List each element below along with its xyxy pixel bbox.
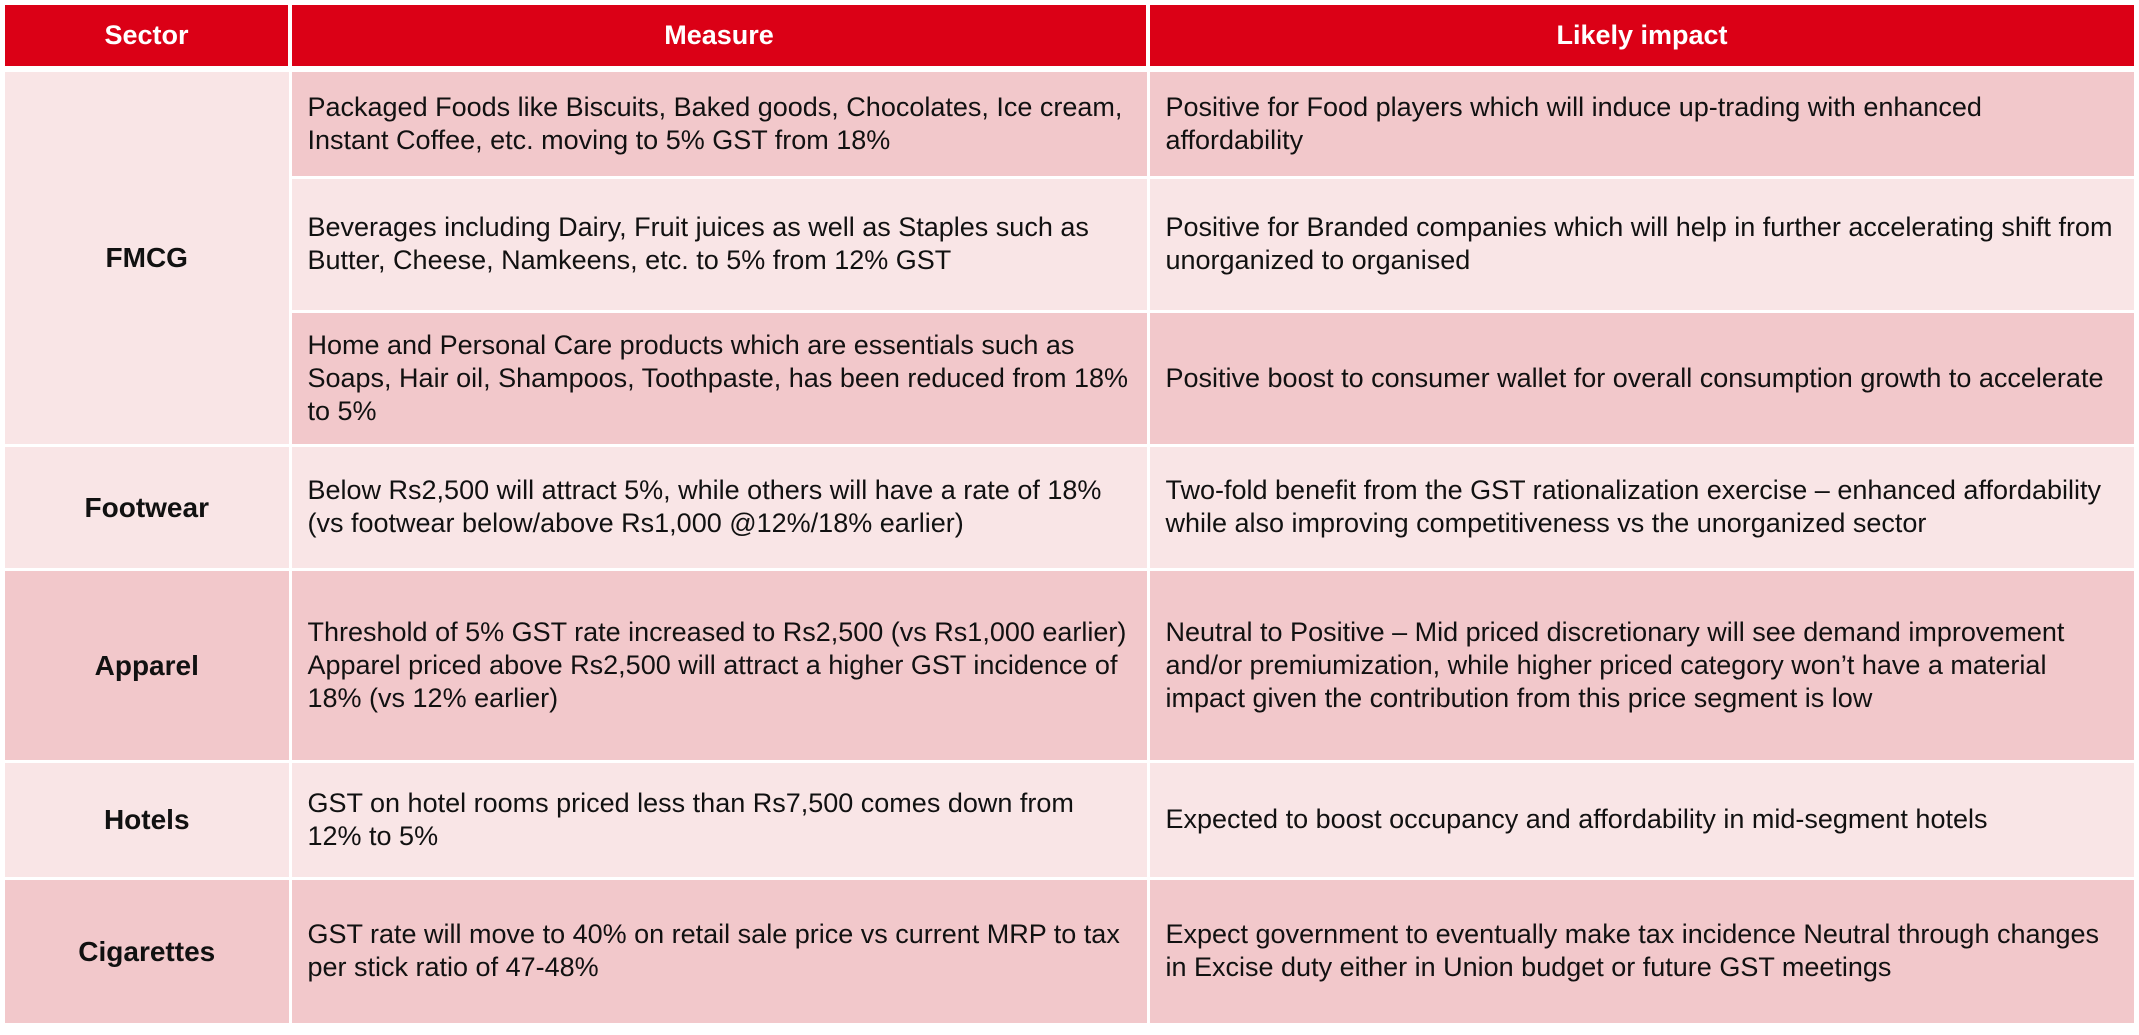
sector-cell-fmcg: FMCG (5, 67, 292, 447)
measure-cell: Beverages including Dairy, Fruit juices … (290, 175, 1150, 313)
sector-cell-apparel: Apparel (5, 567, 292, 763)
measure-cell: GST on hotel rooms priced less than Rs7,… (288, 759, 1150, 880)
impact-cell: Positive for Food players which will ind… (1146, 67, 2134, 179)
sector-cell-hotels: Hotels (5, 759, 292, 880)
gst-impact-table: Sector Measure Likely impact FMCG Packag… (5, 5, 2134, 1026)
measure-cell: Home and Personal Care products which ar… (290, 309, 1150, 447)
table-row: Home and Personal Care products which ar… (5, 309, 2134, 447)
sector-cell-cigarettes: Cigarettes (5, 876, 292, 1026)
measure-cell: GST rate will move to 40% on retail sale… (288, 876, 1150, 1026)
table-row: FMCG Packaged Foods like Biscuits, Baked… (5, 67, 2134, 447)
impact-cell: Expect government to eventually make tax… (1146, 876, 2134, 1026)
impact-cell: Neutral to Positive – Mid priced discret… (1146, 567, 2134, 763)
table-row: Apparel Threshold of 5% GST rate increas… (5, 567, 2134, 763)
measure-cell: Below Rs2,500 will attract 5%, while oth… (288, 443, 1150, 571)
header-measure: Measure (288, 5, 1150, 72)
table-row: Beverages including Dairy, Fruit juices … (5, 175, 2134, 313)
sector-cell-footwear: Footwear (5, 443, 292, 571)
impact-cell: Positive boost to consumer wallet for ov… (1146, 309, 2134, 447)
impact-cell: Two-fold benefit from the GST rationaliz… (1146, 443, 2134, 571)
gst-impact-table-container: Sector Measure Likely impact FMCG Packag… (5, 5, 2134, 1026)
table-row: Cigarettes GST rate will move to 40% on … (5, 876, 2134, 1026)
table-header-row: Sector Measure Likely impact (5, 5, 2134, 72)
impact-cell: Expected to boost occupancy and affordab… (1146, 759, 2134, 880)
impact-cell: Positive for Branded companies which wil… (1146, 175, 2134, 313)
header-sector: Sector (5, 5, 292, 72)
measure-cell: Threshold of 5% GST rate increased to Rs… (288, 567, 1150, 763)
table-row: Hotels GST on hotel rooms priced less th… (5, 759, 2134, 880)
measure-cell: Packaged Foods like Biscuits, Baked good… (288, 67, 1150, 179)
header-likely-impact: Likely impact (1146, 5, 2134, 72)
table-row: Footwear Below Rs2,500 will attract 5%, … (5, 443, 2134, 571)
